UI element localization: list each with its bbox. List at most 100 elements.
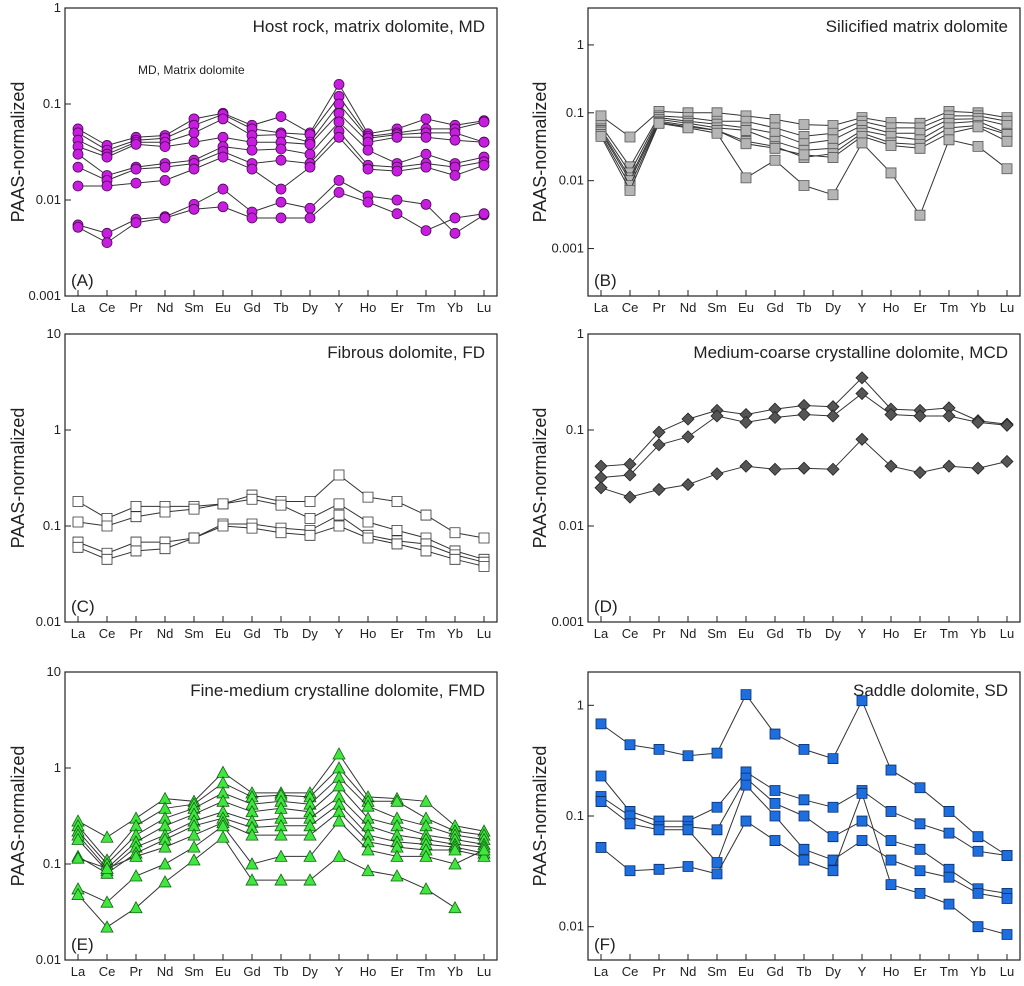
data-point: [943, 827, 955, 839]
data-point: [304, 148, 316, 160]
panel-title: Saddle dolomite, SD: [853, 681, 1008, 700]
data-point: [390, 794, 404, 807]
x-tick-label: Tm: [940, 300, 959, 315]
y-tick-label: 10: [47, 326, 61, 341]
data-point: [652, 425, 666, 439]
x-tick-label: Yb: [447, 626, 463, 641]
data-point: [304, 138, 316, 150]
data-point: [827, 152, 839, 163]
y-axis-label: PAAS-normalized: [530, 408, 550, 549]
x-tick-label: Pr: [653, 300, 667, 315]
series-SMD-7: [595, 117, 1013, 221]
data-point: [1000, 418, 1014, 432]
panel-d: 1 0.1 0.01 0.001 PAAS-normalized La Ce Pr Nd Sm Eu…: [530, 326, 1021, 641]
data-point: [478, 532, 490, 544]
series-SD-4: [595, 779, 1013, 904]
y-axis-label: PAAS-normalized: [530, 746, 550, 887]
x-tick-label: Ho: [360, 964, 377, 979]
data-point: [129, 900, 143, 914]
data-point: [72, 180, 84, 192]
data-point: [798, 180, 810, 191]
y-tick-label: 1: [577, 326, 584, 341]
data-point: [187, 828, 201, 841]
x-tick-label: Gd: [766, 964, 783, 979]
panel-title: Host rock, matrix dolomite, MD: [253, 17, 485, 36]
data-point: [391, 538, 403, 550]
data-point: [333, 509, 345, 521]
x-tick-label: Gd: [243, 626, 260, 641]
x-tick-label: Y: [858, 300, 867, 315]
data-point: [595, 130, 607, 142]
data-point: [769, 797, 781, 809]
data-point: [885, 167, 897, 179]
data-point: [275, 183, 287, 195]
x-tick-label: Er: [391, 300, 405, 315]
data-point: [652, 438, 666, 452]
data-point: [624, 865, 636, 877]
x-tick-label: Tb: [273, 626, 288, 641]
series-MD-4: [72, 107, 490, 163]
data-point: [187, 840, 201, 853]
data-point: [653, 117, 665, 129]
data-point: [159, 141, 171, 152]
x-tick-label: Ce: [622, 626, 639, 641]
data-point: [246, 493, 258, 505]
data-point: [827, 865, 839, 877]
y-axis-label: PAAS-normalized: [8, 408, 28, 549]
data-point: [304, 496, 316, 507]
x-tick-label: Ho: [883, 300, 900, 315]
data-point: [188, 503, 200, 515]
x-tick-label: La: [71, 300, 86, 315]
data-point: [711, 857, 723, 868]
y-tick-label: 0.1: [43, 96, 61, 111]
data-point: [769, 154, 781, 166]
data-point: [187, 853, 201, 866]
panel-title: Medium-coarse crystalline dolomite, MCD: [693, 343, 1008, 362]
data-point: [682, 750, 694, 762]
data-point: [711, 747, 723, 759]
data-point: [885, 879, 897, 890]
x-tick-label: Tm: [417, 964, 436, 979]
data-point: [827, 854, 839, 866]
data-point: [303, 849, 317, 862]
data-point: [624, 131, 636, 143]
data-point: [72, 148, 84, 160]
data-point: [72, 496, 84, 507]
data-point: [942, 409, 956, 423]
data-point: [885, 806, 897, 817]
data-point: [130, 501, 142, 512]
panel-title: Fine-medium crystalline dolomite, FMD: [190, 681, 485, 700]
data-point: [333, 520, 345, 532]
x-tick-label: La: [594, 964, 609, 979]
x-tick-label: Yb: [970, 626, 986, 641]
data-point: [390, 849, 404, 862]
data-point: [100, 920, 114, 933]
x-tick-label: Er: [914, 964, 928, 979]
data-point: [884, 459, 898, 473]
data-point: [129, 849, 143, 862]
data-point: [275, 527, 287, 539]
x-tick-label: Tb: [273, 300, 288, 315]
data-point: [856, 695, 868, 707]
data-point: [1001, 135, 1013, 147]
data-point: [798, 794, 810, 806]
data-point: [275, 154, 287, 166]
y-tick-label: 1: [577, 697, 584, 712]
x-tick-label: Sm: [707, 300, 727, 315]
data-point: [913, 409, 927, 423]
y-tick-label: 0.01: [559, 173, 584, 188]
data-point: [71, 851, 85, 864]
x-tick-label: La: [71, 626, 86, 641]
x-tick-label: La: [71, 964, 86, 979]
data-point: [275, 212, 287, 224]
data-point: [101, 553, 113, 565]
y-tick-label: 0.01: [36, 952, 61, 967]
data-point: [769, 785, 781, 796]
data-point: [448, 900, 462, 914]
data-point: [855, 371, 869, 385]
data-point: [420, 509, 432, 521]
y-tick-label: 0.01: [36, 614, 61, 629]
data-point: [478, 136, 490, 148]
x-tick-label: Tm: [417, 300, 436, 315]
plot-frame: [64, 333, 498, 623]
